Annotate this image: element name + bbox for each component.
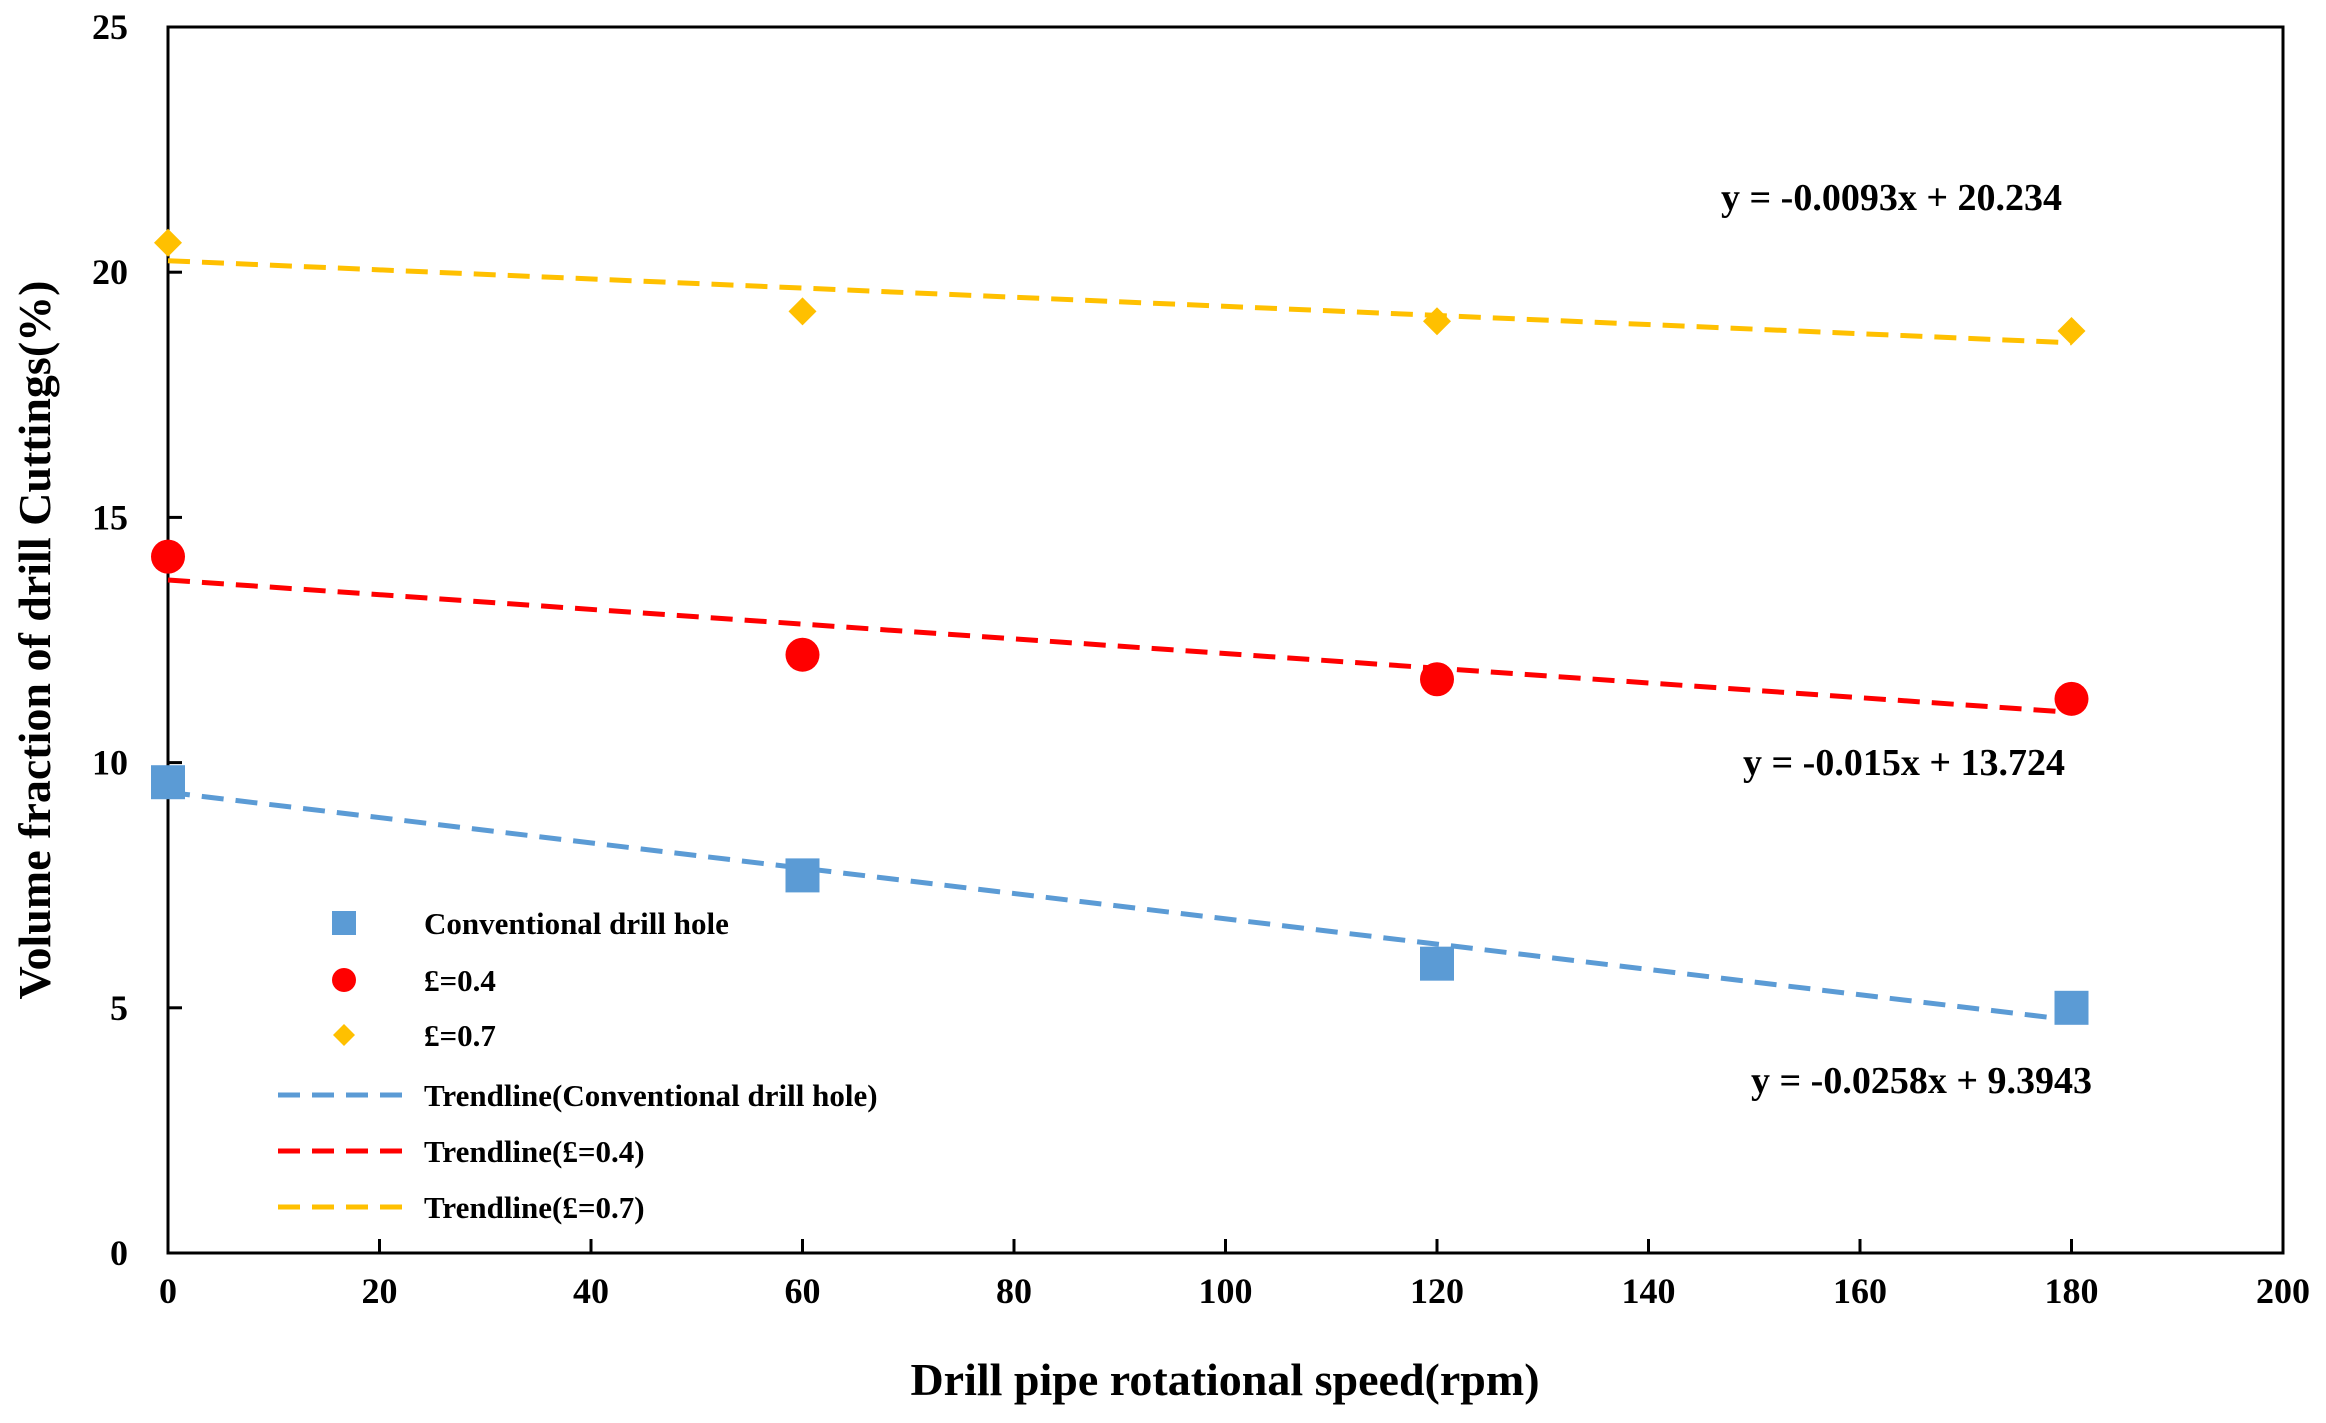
y-tick-label: 20 — [92, 252, 128, 292]
x-tick-label: 100 — [1199, 1271, 1253, 1311]
data-point — [2054, 681, 2089, 716]
legend-marker — [332, 911, 356, 935]
data-point — [151, 765, 185, 800]
data-point — [1420, 662, 1454, 697]
legend-label: Trendline(£=0.4) — [424, 1134, 645, 1169]
legend-label: Trendline(£=0.7) — [424, 1190, 645, 1225]
trendline-equation: y = -0.0093x + 20.234 — [1721, 177, 2062, 219]
y-tick-label: 15 — [92, 497, 128, 537]
y-tick-label: 25 — [92, 7, 128, 47]
x-tick-label: 40 — [573, 1271, 609, 1311]
trendline — [167, 258, 2072, 346]
trendline — [167, 789, 2072, 1023]
x-tick-label: 120 — [1410, 1271, 1464, 1311]
data-point — [1420, 946, 1454, 981]
data-points — [151, 228, 2089, 1025]
data-point — [2057, 317, 2086, 346]
legend-marker — [332, 968, 356, 992]
x-tick-label: 80 — [996, 1271, 1032, 1311]
y-axis: 0 5 10 15 20 25 — [92, 7, 182, 1273]
legend-label: £=0.4 — [424, 963, 496, 998]
trendlines — [167, 258, 2072, 1023]
y-axis-title: Volume fraction of drill Cuttings(%) — [9, 281, 60, 1000]
legend: Conventional drill hole £=0.4 £=0.7 Trendli… — [278, 906, 878, 1225]
data-point — [2054, 990, 2089, 1025]
data-point — [788, 297, 817, 326]
legend-marker — [333, 1024, 355, 1046]
data-point — [785, 858, 820, 893]
data-point — [1423, 307, 1451, 336]
x-tick-label: 140 — [1622, 1271, 1676, 1311]
x-axis-title: Drill pipe rotational speed(rpm) — [910, 1354, 1539, 1405]
x-tick-label: 60 — [785, 1271, 821, 1311]
y-tick-label: 0 — [110, 1233, 128, 1273]
trendline-equation: y = -0.0258x + 9.3943 — [1751, 1060, 2092, 1102]
trendline-equation: y = -0.015x + 13.724 — [1743, 742, 2065, 784]
legend-label: £=0.7 — [424, 1018, 496, 1053]
data-point — [154, 228, 182, 257]
x-tick-label: 160 — [1833, 1271, 1887, 1311]
y-tick-label: 10 — [92, 743, 128, 783]
equations: y = -0.0258x + 9.3943 y = -0.015x + 13.72… — [1721, 177, 2092, 1102]
y-tick-label: 5 — [110, 988, 128, 1028]
plot-area — [166, 25, 2285, 1255]
trendline — [167, 577, 2072, 715]
x-tick-label: 200 — [2256, 1271, 2310, 1311]
data-point — [785, 637, 820, 672]
x-tick-label: 180 — [2045, 1271, 2099, 1311]
x-tick-label: 20 — [362, 1271, 398, 1311]
x-tick-label: 0 — [159, 1271, 177, 1311]
data-point — [151, 539, 185, 574]
x-axis: 0 20 40 60 80 100 120 140 160 180 200 — [159, 1239, 2310, 1311]
legend-label: Conventional drill hole — [424, 906, 729, 941]
legend-label: Trendline(Conventional drill hole) — [424, 1078, 878, 1113]
